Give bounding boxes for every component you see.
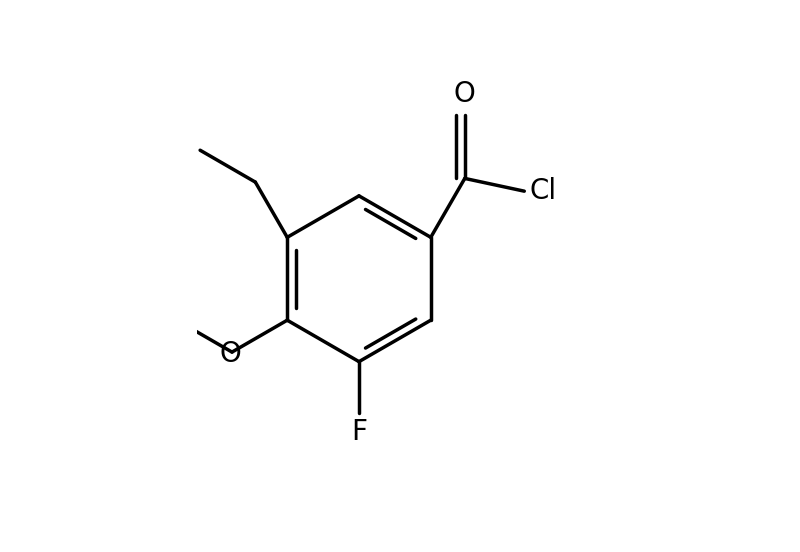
Text: F: F bbox=[351, 418, 367, 446]
Text: Cl: Cl bbox=[530, 177, 557, 205]
Text: O: O bbox=[454, 80, 476, 108]
Text: O: O bbox=[219, 340, 241, 368]
